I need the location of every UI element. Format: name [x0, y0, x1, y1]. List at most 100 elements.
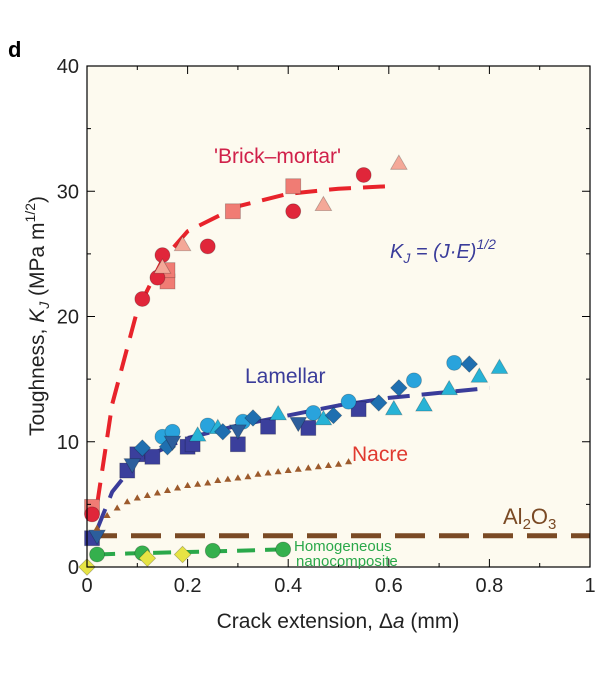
text-span: 1/2	[22, 203, 38, 223]
circle-marker	[340, 393, 357, 410]
triangle-marker	[113, 504, 121, 511]
circle-marker	[84, 506, 100, 523]
text-span: 3	[548, 516, 556, 533]
triangle-down-marker	[289, 416, 308, 433]
x-tick-label: 1	[584, 575, 595, 597]
text-span: J	[36, 301, 52, 310]
triangle-marker	[269, 404, 288, 421]
lamellar-label: Lamellar	[245, 365, 326, 388]
triangle-marker	[490, 358, 509, 374]
brick-mortar-label: 'Brick–mortar'	[214, 145, 341, 168]
square-marker	[300, 420, 317, 436]
y-tick-label: 20	[57, 307, 79, 329]
circle-marker	[204, 542, 221, 559]
plot-background	[87, 66, 590, 567]
diamond-marker	[324, 406, 343, 425]
triangle-marker	[440, 379, 459, 396]
circle-marker	[275, 541, 292, 558]
square-marker	[224, 203, 241, 220]
triangle-marker	[184, 481, 192, 488]
circle-marker	[134, 291, 151, 307]
text-span: Al	[503, 504, 523, 529]
triangle-marker	[133, 494, 141, 501]
text-span: = (J·E)	[410, 241, 476, 263]
triangle-marker	[194, 480, 202, 487]
diamond-marker	[369, 394, 388, 412]
triangle-marker	[304, 464, 312, 471]
triangle-down-marker	[123, 458, 142, 474]
text-span: O	[531, 504, 548, 529]
y-axis-title: Toughness, KJ (MPa m1/2)	[22, 196, 52, 436]
triangle-marker	[204, 479, 212, 486]
al2o3-text: Al2O3	[503, 504, 556, 533]
text-span: (MPa m	[26, 222, 49, 301]
triangle-marker	[334, 460, 343, 467]
triangle-down-marker	[163, 435, 182, 452]
al2o3-label: Al2O3	[503, 504, 556, 533]
triangle-marker	[174, 484, 182, 491]
diamond-marker	[390, 379, 408, 397]
text-span: J	[402, 250, 411, 266]
text-span: K	[26, 308, 49, 323]
triangle-marker	[173, 235, 192, 252]
homogeneous-label-2: nanocomposite	[296, 553, 398, 570]
y-tick-label: 30	[57, 181, 79, 203]
triangle-marker	[274, 468, 282, 475]
x-tick-label: 0.6	[375, 575, 403, 597]
triangle-marker	[153, 489, 161, 496]
equation-text: KJ = (J·E)1/2	[390, 236, 496, 266]
diamond-marker	[133, 439, 152, 457]
triangle-down-marker	[228, 424, 247, 440]
square-marker	[285, 178, 302, 195]
nacre-label: Nacre	[352, 443, 408, 466]
square-marker	[144, 448, 161, 465]
triangle-marker	[384, 399, 403, 416]
panel-label: d	[8, 37, 21, 62]
triangle-marker	[284, 466, 292, 473]
circle-marker	[285, 203, 302, 220]
diamond-marker	[244, 409, 262, 427]
text-span: a	[393, 610, 405, 633]
triangle-marker	[214, 476, 222, 483]
triangle-marker	[345, 458, 353, 465]
triangle-marker	[234, 474, 242, 481]
triangle-marker	[103, 511, 111, 519]
x-tick-label: 0.8	[475, 575, 503, 597]
triangle-marker	[143, 491, 151, 499]
square-marker	[260, 418, 276, 435]
triangle-marker	[415, 396, 433, 412]
y-axis-title-text: Toughness, KJ (MPa m1/2)	[22, 196, 52, 436]
text-span: )	[26, 196, 49, 203]
x-tick-label: 0	[81, 575, 92, 597]
diamond-marker	[213, 422, 232, 441]
triangle-marker	[123, 498, 131, 505]
circle-marker	[446, 354, 463, 371]
brick-mortar-fit	[95, 184, 389, 505]
triangle-marker	[163, 486, 171, 493]
text-span: 2	[523, 516, 531, 533]
text-span: Crack extension, Δ	[217, 610, 393, 633]
homogeneous-label-1: Homogeneous	[294, 538, 392, 555]
circle-marker	[199, 238, 216, 255]
plot-area	[87, 66, 590, 567]
y-tick-label: 0	[68, 557, 79, 579]
triangle-marker	[224, 475, 232, 482]
triangle-marker	[254, 470, 262, 477]
text-span: (mm)	[405, 610, 460, 633]
diamond-marker	[460, 355, 479, 373]
x-axis-title-text: Crack extension, Δa (mm)	[217, 610, 460, 633]
triangle-marker	[314, 195, 333, 212]
triangle-marker	[264, 469, 272, 476]
text-span: K	[390, 241, 405, 263]
text-span: Toughness,	[26, 323, 49, 436]
circle-marker	[305, 405, 322, 421]
x-axis-title: Crack extension, Δa (mm)	[217, 610, 460, 633]
equation-label: KJ = (J·E)1/2	[390, 236, 496, 266]
triangle-marker	[244, 473, 252, 480]
x-tick-label: 0.2	[174, 575, 202, 597]
triangle-marker	[188, 426, 207, 442]
diamond-marker	[173, 545, 192, 564]
y-tick-label: 10	[57, 432, 79, 454]
circle-marker	[355, 167, 372, 183]
